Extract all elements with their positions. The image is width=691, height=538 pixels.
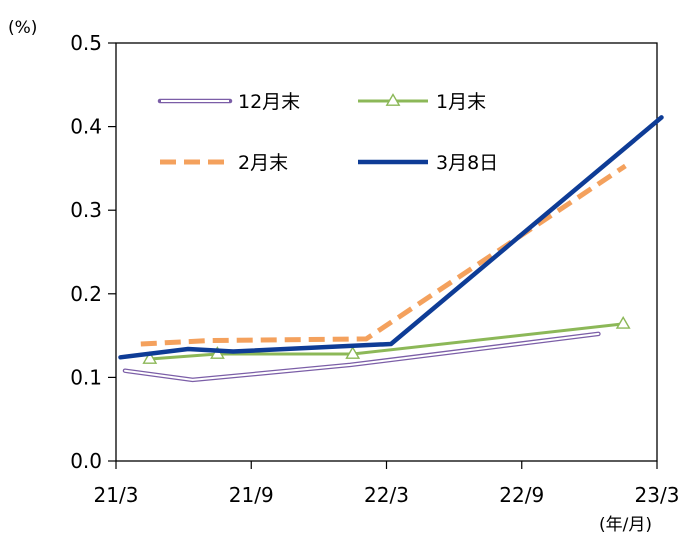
legend-label: 1月末 xyxy=(436,91,486,113)
series-3 xyxy=(118,115,664,360)
series-layer xyxy=(118,115,664,383)
y-tick-label: 0.4 xyxy=(70,115,102,139)
series-line-1月末 xyxy=(149,322,624,361)
series-marker-1月末 xyxy=(615,316,631,329)
x-unit-label: (年/月) xyxy=(599,515,652,535)
legend-item-2: 2月末 xyxy=(160,152,288,174)
y-unit-label: (%) xyxy=(8,18,37,38)
series-0 xyxy=(122,331,601,383)
legend-marker-1月末 xyxy=(385,93,401,106)
axes: 0.0 0.1 0.2 0.3 0.4 0.5 21/3 21/9 22/3 22/9 23/3 xyxy=(70,31,679,507)
legend-item-0: 12月末 xyxy=(157,91,300,113)
series-marker-1月末 xyxy=(142,351,158,364)
legend-label: 2月末 xyxy=(238,152,288,174)
x-tick-label: 21/3 xyxy=(94,483,139,507)
x-tick-label: 22/9 xyxy=(499,483,544,507)
x-tick-label: 21/9 xyxy=(229,483,274,507)
x-tick-label: 23/3 xyxy=(635,483,680,507)
x-tick-label: 22/3 xyxy=(364,483,409,507)
legend-label: 12月末 xyxy=(238,91,300,113)
legend-label: 3月8日 xyxy=(436,152,498,174)
series-2 xyxy=(140,163,627,347)
legend-item-3: 3月8日 xyxy=(358,152,498,174)
y-tick-label: 0.3 xyxy=(70,198,102,222)
y-tick-label: 0.5 xyxy=(70,31,102,55)
series-line-2月末 xyxy=(140,163,627,347)
legend: 12月末 1月末 2月末 3月8日 xyxy=(157,91,498,174)
y-tick-label: 0.2 xyxy=(70,282,102,306)
series-line-12月末-inner xyxy=(124,332,600,381)
series-marker-1月末 xyxy=(345,346,361,359)
series-line-3月8日 xyxy=(118,115,664,360)
y-tick-label: 0.0 xyxy=(70,449,102,473)
y-tick-label: 0.1 xyxy=(70,365,102,389)
legend-item-1: 1月末 xyxy=(358,91,486,113)
